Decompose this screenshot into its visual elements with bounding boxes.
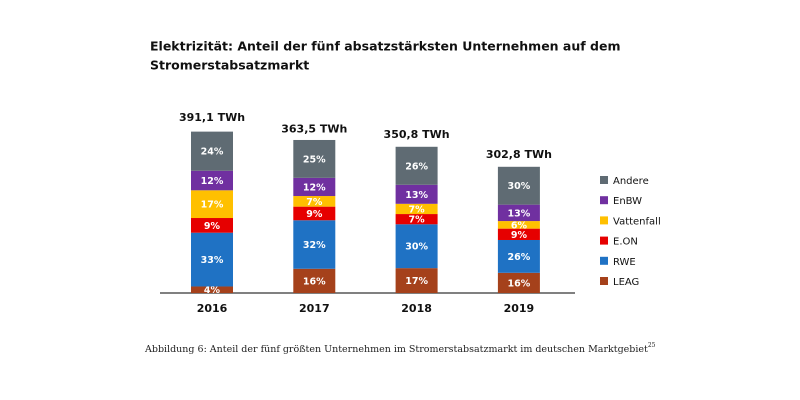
legend-label: EnBW [613,196,642,207]
segment-label: 9% [306,209,323,220]
bar-segment [497,239,540,273]
segment-label: 24% [201,147,224,158]
bar-segment [293,177,336,197]
segment-label: 17% [405,276,428,287]
segment-label: 7% [409,204,426,215]
bar-segment [191,170,233,191]
bar-segment [395,268,438,293]
legend-label: E.ON [613,237,638,248]
bar-segment [191,190,233,219]
segment-label: 6% [511,220,528,231]
bar-segment [293,139,336,178]
x-tick-label: 2016 [197,302,228,315]
bar-segment [497,204,540,222]
segment-label: 32% [303,240,326,251]
bar-segment [191,131,233,171]
legend-swatch [600,236,608,245]
legend-label: Andere [613,176,649,187]
segment-label: 17% [201,200,224,211]
bar-segment [293,206,336,221]
segment-label: 26% [405,161,428,172]
x-tick-label: 2017 [299,302,330,315]
segment-label: 16% [508,278,531,289]
segment-label: 25% [303,154,326,165]
caption: Abbildung 6: Anteil der fünf größten Unt… [144,342,656,355]
bar-segment [395,224,438,269]
bar-segment [497,272,540,293]
total-label: 363,5 TWh [281,122,347,135]
segment-label: 33% [201,255,224,266]
legend-swatch [600,196,608,205]
segment-label: 4% [204,285,221,296]
segment-label: 30% [508,181,531,192]
segment-label: 13% [508,208,531,219]
legend-label: Vattenfall [613,216,661,227]
bar-segment [497,221,540,229]
segment-label: 26% [508,252,531,263]
segment-label: 7% [306,197,323,208]
bar-segment [395,203,438,215]
bar-segment [293,196,336,207]
bar-segment [191,232,233,287]
legend-swatch [600,256,608,265]
segment-label: 12% [303,182,326,193]
total-label: 350,8 TWh [384,128,450,141]
legend-label: LEAG [613,277,639,288]
bar-segment [293,220,336,269]
bar-segment [497,228,540,240]
chart-title: Elektrizität: Anteil der fünf absatzstär… [150,39,621,54]
legend-swatch [600,277,608,285]
segment-label: 9% [204,221,221,232]
segment-label: 13% [405,190,428,201]
x-tick-label: 2019 [504,302,535,315]
segment-label: 12% [201,176,224,187]
legend-swatch [600,176,608,184]
bar-segment [191,286,233,293]
segment-label: 16% [303,276,326,287]
legend-label: RWE [613,257,636,268]
bar-segment [497,166,540,205]
segment-label: 30% [405,242,428,253]
chart-title: Stromerstabsatzmarkt [150,58,309,73]
caption-text: Abbildung 6: Anteil der fünf größten Unt… [144,344,648,355]
x-tick-label: 2018 [401,302,432,315]
bar-segment [395,146,438,185]
segment-label: 7% [409,215,426,226]
total-label: 302,8 TWh [486,148,552,161]
bar-segment [191,218,233,233]
legend-swatch [600,216,608,225]
bar-segment [293,268,336,293]
bar-segment [395,214,438,225]
caption-footnote: 25 [648,342,656,349]
total-label: 391,1 TWh [179,111,245,124]
segment-label: 9% [511,230,528,241]
bar-segment [395,184,438,204]
